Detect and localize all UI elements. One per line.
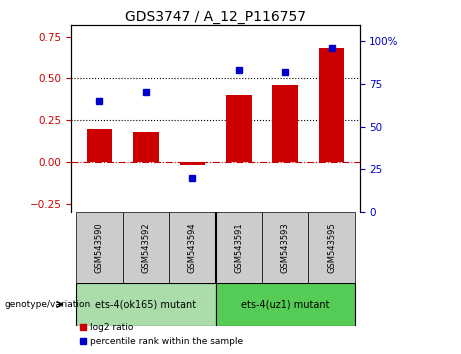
Bar <box>272 85 298 162</box>
Bar <box>169 212 215 283</box>
Text: GSM543594: GSM543594 <box>188 222 197 273</box>
Text: genotype/variation: genotype/variation <box>5 300 91 309</box>
Bar <box>133 132 159 162</box>
Text: ets-4(uz1) mutant: ets-4(uz1) mutant <box>241 299 330 309</box>
Bar <box>319 48 344 162</box>
Bar <box>262 212 308 283</box>
Bar <box>179 162 205 166</box>
Bar <box>216 212 262 283</box>
Text: GSM543595: GSM543595 <box>327 222 336 273</box>
Bar <box>216 283 355 326</box>
Text: GSM543591: GSM543591 <box>234 222 243 273</box>
Bar <box>87 129 112 162</box>
Bar <box>76 283 216 326</box>
Title: GDS3747 / A_12_P116757: GDS3747 / A_12_P116757 <box>125 10 306 24</box>
Text: GSM543593: GSM543593 <box>281 222 290 273</box>
Bar <box>123 212 169 283</box>
Text: GSM543592: GSM543592 <box>142 222 150 273</box>
Legend: log2 ratio, percentile rank within the sample: log2 ratio, percentile rank within the s… <box>76 320 247 349</box>
Bar <box>308 212 355 283</box>
Bar <box>226 95 252 162</box>
Text: ets-4(ok165) mutant: ets-4(ok165) mutant <box>95 299 196 309</box>
Text: GSM543590: GSM543590 <box>95 222 104 273</box>
Bar <box>76 212 123 283</box>
